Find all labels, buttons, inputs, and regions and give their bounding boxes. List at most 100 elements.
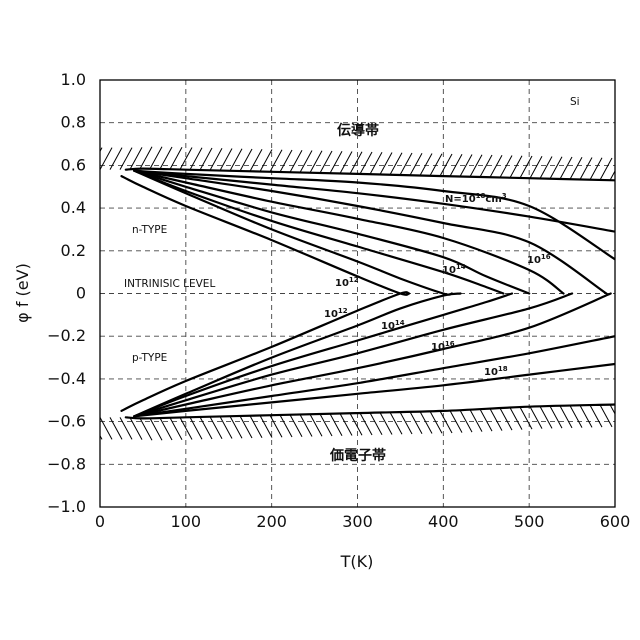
y-tick-label: 0.8 bbox=[61, 113, 86, 132]
n-16-label: 1016 bbox=[527, 253, 551, 266]
x-tick-label: 300 bbox=[342, 512, 373, 531]
fermi-level-curves bbox=[122, 169, 616, 419]
hatch-stroke bbox=[170, 418, 182, 440]
hatch-stroke bbox=[210, 417, 222, 439]
hatch-stroke bbox=[210, 148, 222, 170]
hatch-stroke bbox=[620, 405, 632, 427]
hatch-stroke bbox=[300, 151, 312, 173]
p-12-label: 1012 bbox=[324, 307, 348, 320]
hatch-stroke bbox=[330, 151, 342, 173]
p-16-label: 1016 bbox=[431, 340, 455, 353]
hatch-stroke bbox=[230, 149, 242, 171]
hatch-stroke bbox=[500, 408, 512, 430]
hatch-stroke bbox=[320, 151, 332, 173]
hatch-stroke bbox=[410, 412, 422, 434]
fermi-curve-5 bbox=[134, 171, 606, 294]
hatch-stroke bbox=[400, 412, 412, 434]
y-tick-label: −0.2 bbox=[47, 326, 86, 345]
x-tick-label: 400 bbox=[428, 512, 459, 531]
hatch-stroke bbox=[240, 416, 252, 438]
hatch-stroke bbox=[190, 417, 202, 439]
hatch-stroke bbox=[290, 415, 302, 437]
hatch-stroke bbox=[440, 154, 452, 176]
hatch-stroke bbox=[440, 411, 452, 433]
x-tick-label: 0 bbox=[95, 512, 105, 531]
n-18-label: N=1018cm3 bbox=[445, 192, 507, 205]
p-type-label: p-TYPE bbox=[132, 352, 167, 364]
y-tick-label: 0 bbox=[76, 284, 86, 303]
hatch-stroke bbox=[430, 411, 442, 433]
y-tick-label: 1.0 bbox=[61, 70, 86, 89]
hatch-stroke bbox=[130, 147, 142, 169]
hatch-stroke bbox=[350, 152, 362, 174]
intrinsic-level-label: INTRINISIC LEVEL bbox=[124, 278, 215, 290]
hatch-stroke bbox=[220, 149, 232, 171]
hatch-stroke bbox=[280, 150, 292, 172]
x-axis-title: T(K) bbox=[340, 552, 374, 571]
hatch-stroke bbox=[560, 406, 572, 428]
hatch-stroke bbox=[360, 152, 372, 174]
hatch-stroke bbox=[370, 152, 382, 174]
hatch-stroke bbox=[300, 414, 312, 436]
y-tick-label: −1.0 bbox=[47, 497, 86, 516]
x-tick-label: 200 bbox=[256, 512, 287, 531]
hatch-stroke bbox=[510, 408, 522, 430]
hatch-stroke bbox=[570, 406, 582, 428]
hatch-stroke bbox=[370, 413, 382, 435]
hatch-stroke bbox=[550, 157, 562, 179]
n-12-label: 1012 bbox=[335, 276, 359, 289]
hatch-stroke bbox=[120, 417, 132, 439]
hatch-stroke bbox=[180, 417, 192, 439]
valence-band-label: 価電子帯 bbox=[329, 447, 386, 464]
hatch-stroke bbox=[630, 158, 640, 180]
hatch-stroke bbox=[230, 416, 242, 438]
grid bbox=[100, 80, 615, 507]
hatch-stroke bbox=[460, 410, 472, 432]
hatch-stroke bbox=[530, 407, 542, 429]
hatch-stroke bbox=[480, 409, 492, 431]
hatch-stroke bbox=[540, 156, 552, 178]
conduction-band-label: 伝導帯 bbox=[337, 122, 379, 139]
hatch-stroke bbox=[550, 406, 562, 428]
p-14-label: 1014 bbox=[381, 319, 405, 332]
hatch-stroke bbox=[400, 153, 412, 175]
hatch-stroke bbox=[470, 410, 482, 432]
hatch-stroke bbox=[260, 150, 272, 172]
hatch-stroke bbox=[110, 417, 122, 439]
hatch-stroke bbox=[600, 158, 612, 180]
hatch-stroke bbox=[220, 416, 232, 438]
hatch-stroke bbox=[410, 153, 422, 175]
y-tick-label: −0.8 bbox=[47, 454, 86, 473]
hatch-stroke bbox=[350, 413, 362, 435]
hatch-stroke bbox=[390, 153, 402, 175]
hatch-stroke bbox=[540, 406, 552, 428]
x-tick-label: 600 bbox=[600, 512, 631, 531]
hatch-stroke bbox=[310, 414, 322, 436]
fermi-curve-3 bbox=[134, 171, 529, 294]
hatch-stroke bbox=[520, 407, 532, 429]
hatch-stroke bbox=[380, 413, 392, 435]
y-tick-label: 0.6 bbox=[61, 155, 86, 174]
hatch-stroke bbox=[530, 156, 542, 178]
hatch-stroke bbox=[510, 156, 522, 178]
y-tick-label: −0.4 bbox=[47, 369, 86, 388]
p-18-label: 1018 bbox=[484, 365, 508, 378]
x-tick-label: 500 bbox=[514, 512, 545, 531]
hatch-stroke bbox=[560, 157, 572, 179]
y-axis-title: φ f (eV) bbox=[13, 263, 32, 323]
hatch-stroke bbox=[500, 155, 512, 177]
n-14-label: 1014 bbox=[442, 263, 466, 276]
hatch-stroke bbox=[200, 148, 212, 170]
y-tick-label: 0.2 bbox=[61, 241, 86, 260]
hatch-stroke bbox=[260, 415, 272, 437]
hatch-stroke bbox=[390, 412, 402, 434]
hatch-stroke bbox=[520, 156, 532, 178]
hatch-stroke bbox=[490, 409, 502, 431]
hatch-stroke bbox=[340, 413, 352, 435]
hatch-stroke bbox=[580, 405, 592, 427]
hatch-stroke bbox=[130, 418, 142, 440]
hatch-stroke bbox=[420, 412, 432, 434]
hatch-stroke bbox=[310, 151, 322, 173]
hatch-stroke bbox=[330, 414, 342, 436]
hatch-stroke bbox=[600, 405, 612, 427]
